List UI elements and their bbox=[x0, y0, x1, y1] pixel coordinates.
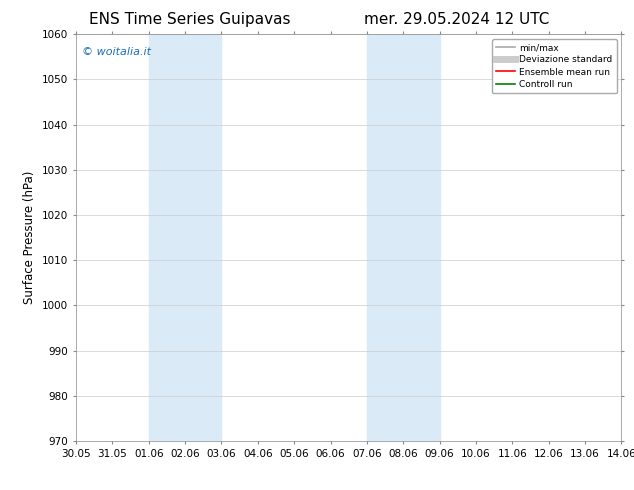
Text: mer. 29.05.2024 12 UTC: mer. 29.05.2024 12 UTC bbox=[364, 12, 549, 27]
Text: ENS Time Series Guipavas: ENS Time Series Guipavas bbox=[89, 12, 291, 27]
Legend: min/max, Deviazione standard, Ensemble mean run, Controll run: min/max, Deviazione standard, Ensemble m… bbox=[492, 39, 617, 93]
Bar bbox=[367, 34, 439, 441]
Bar bbox=[149, 34, 221, 441]
Text: © woitalia.it: © woitalia.it bbox=[82, 47, 150, 56]
Y-axis label: Surface Pressure (hPa): Surface Pressure (hPa) bbox=[23, 171, 36, 304]
